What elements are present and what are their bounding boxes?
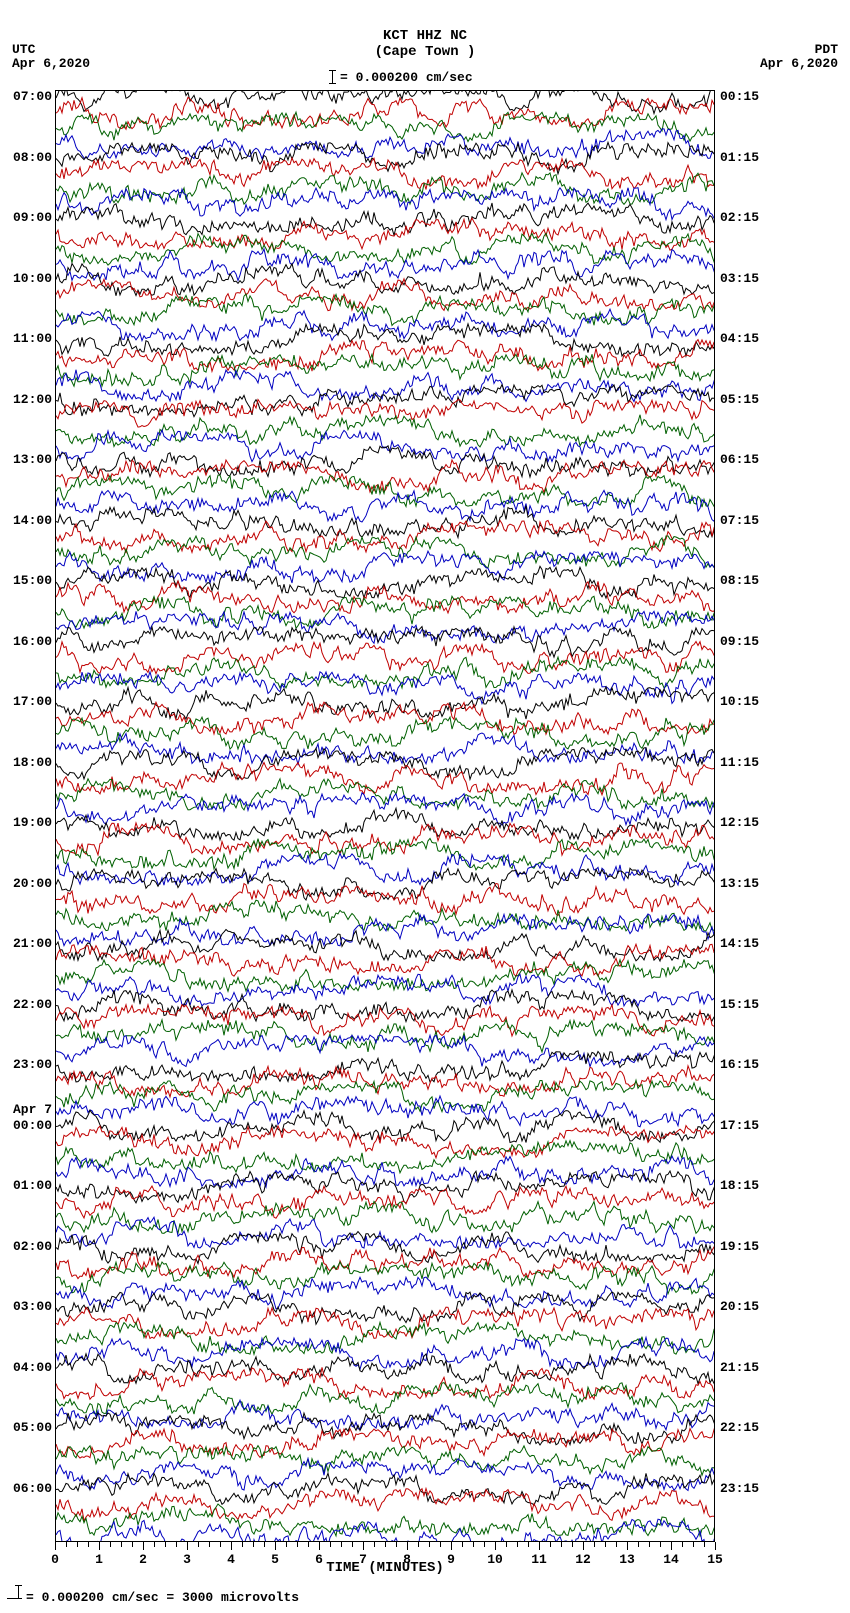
utc-time-label: 03:00 (13, 1299, 52, 1314)
pdt-time-label: 19:15 (720, 1239, 759, 1254)
utc-time-label: 11:00 (13, 331, 52, 346)
utc-time-label: 05:00 (13, 1420, 52, 1435)
pdt-time-label: 05:15 (720, 392, 759, 407)
footer-scale-t (15, 1598, 22, 1599)
pdt-time-label: 08:15 (720, 573, 759, 588)
utc-time-label: 07:00 (13, 89, 52, 104)
utc-time-label: 23:00 (13, 1057, 52, 1072)
utc-time-label: 16:00 (13, 634, 52, 649)
scale-bar-tick (329, 83, 336, 84)
pdt-time-label: 10:15 (720, 694, 759, 709)
helicorder-canvas (55, 90, 715, 1542)
footer-scale-v (18, 1585, 19, 1599)
pdt-time-label: 23:15 (720, 1481, 759, 1496)
pdt-time-label: 17:15 (720, 1118, 759, 1133)
left-date: Apr 6,2020 (12, 56, 90, 71)
utc-time-label: 20:00 (13, 876, 52, 891)
station-location: (Cape Town ) (0, 44, 850, 60)
utc-time-label: 12:00 (13, 392, 52, 407)
pdt-time-label: 01:15 (720, 150, 759, 165)
x-axis-ticks: 0123456789101112131415 (55, 1542, 715, 1560)
helicorder-plot: { "header":{ "station_line":"KCT HHZ NC"… (0, 0, 850, 1613)
pdt-time-label: 13:15 (720, 876, 759, 891)
pdt-time-label: 09:15 (720, 634, 759, 649)
pdt-time-label: 21:15 (720, 1360, 759, 1375)
right-timezone: PDT (815, 42, 838, 57)
footer-scale-t (15, 1585, 22, 1586)
utc-time-label: 19:00 (13, 815, 52, 830)
footer-note: = 0.000200 cm/sec = 3000 microvolts (26, 1590, 299, 1605)
pdt-time-label: 22:15 (720, 1420, 759, 1435)
utc-time-label: 06:00 (13, 1481, 52, 1496)
utc-time-label: 01:00 (13, 1178, 52, 1193)
utc-time-label: 18:00 (13, 755, 52, 770)
utc-time-label: 09:00 (13, 210, 52, 225)
pdt-time-label: 18:15 (720, 1178, 759, 1193)
utc-time-label: 14:00 (13, 513, 52, 528)
x-axis-title: TIME (MINUTES) (55, 1560, 715, 1576)
utc-time-label: 04:00 (13, 1360, 52, 1375)
utc-time-label: 17:00 (13, 694, 52, 709)
pdt-time-label: 12:15 (720, 815, 759, 830)
pdt-time-label: 00:15 (720, 89, 759, 104)
left-timezone: UTC (12, 42, 35, 57)
pdt-time-label: 15:15 (720, 997, 759, 1012)
utc-time-label: 15:00 (13, 573, 52, 588)
utc-time-label: 02:00 (13, 1239, 52, 1254)
pdt-time-label: 07:15 (720, 513, 759, 528)
scale-bar-tick (329, 70, 336, 71)
utc-time-label: 08:00 (13, 150, 52, 165)
pdt-time-label: 14:15 (720, 936, 759, 951)
right-date: Apr 6,2020 (760, 56, 838, 71)
footer-scale-h (7, 1598, 15, 1599)
utc-time-label: 13:00 (13, 452, 52, 467)
utc-time-label: 21:00 (13, 936, 52, 951)
pdt-time-label: 02:15 (720, 210, 759, 225)
pdt-time-label: 06:15 (720, 452, 759, 467)
utc-time-label: 22:00 (13, 997, 52, 1012)
pdt-time-label: 16:15 (720, 1057, 759, 1072)
pdt-time-label: 20:15 (720, 1299, 759, 1314)
scale-bar (332, 70, 333, 84)
pdt-time-label: 04:15 (720, 331, 759, 346)
station-id: KCT HHZ NC (0, 28, 850, 44)
utc-time-label: Apr 7 (13, 1102, 52, 1117)
pdt-time-label: 11:15 (720, 755, 759, 770)
utc-time-label: 00:00 (13, 1118, 52, 1133)
pdt-time-label: 03:15 (720, 271, 759, 286)
scale-text: = 0.000200 cm/sec (340, 70, 473, 85)
utc-time-label: 10:00 (13, 271, 52, 286)
